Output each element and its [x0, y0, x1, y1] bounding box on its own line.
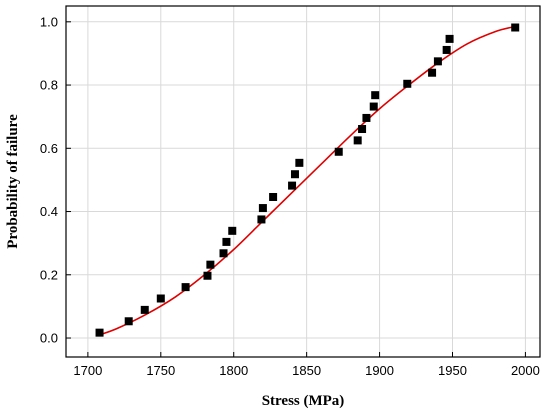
- x-tick-labels: 1700 1750 1800 1850 1900 1950 2000: [73, 363, 539, 378]
- y-tick-label: 0.8: [40, 78, 58, 93]
- data-point: [433, 57, 442, 66]
- data-point: [369, 102, 378, 111]
- data-point: [206, 260, 215, 269]
- data-point: [95, 328, 104, 337]
- data-point: [269, 192, 278, 201]
- x-tick-label: 1750: [146, 363, 175, 378]
- x-tick-label: 1900: [365, 363, 394, 378]
- data-point: [219, 249, 228, 258]
- plot-frame: [65, 5, 541, 358]
- x-tick-label: 1850: [292, 363, 321, 378]
- data-point: [334, 147, 343, 156]
- x-tick-label: 1700: [73, 363, 102, 378]
- y-tick-label: 0.4: [40, 204, 58, 219]
- data-point: [295, 158, 304, 167]
- y-tick-labels: 0.0 0.2 0.4 0.6 0.8 1.0: [40, 14, 58, 345]
- y-axis-title: Probability of failure: [5, 114, 21, 249]
- data-point: [353, 136, 362, 145]
- data-point: [358, 125, 367, 134]
- y-tick-label: 1.0: [40, 14, 58, 29]
- data-points-layer: [95, 23, 520, 337]
- x-tick-label: 1950: [438, 363, 467, 378]
- fit-curve: [99, 25, 516, 336]
- data-point: [428, 68, 437, 77]
- data-point: [371, 91, 380, 100]
- data-point: [140, 305, 149, 314]
- data-point: [362, 113, 371, 122]
- data-point: [181, 283, 190, 292]
- data-point: [203, 271, 212, 280]
- x-tick-label: 1800: [219, 363, 248, 378]
- data-point: [258, 204, 267, 213]
- data-point: [156, 294, 165, 303]
- data-point: [222, 237, 231, 246]
- data-point: [445, 34, 454, 43]
- data-point: [257, 215, 266, 224]
- x-tick-label: 2000: [511, 363, 540, 378]
- axis-ticks: [66, 21, 526, 357]
- y-tick-label: 0.2: [40, 267, 58, 282]
- data-point: [288, 181, 297, 190]
- data-point: [511, 23, 520, 32]
- data-point: [290, 170, 299, 179]
- fit-curve-layer: [99, 25, 516, 336]
- data-point: [228, 226, 237, 235]
- y-tick-label: 0.0: [40, 331, 58, 346]
- grid-lines: [66, 6, 540, 357]
- data-point: [124, 317, 133, 326]
- plot-border: [65, 5, 541, 358]
- x-axis-title: Stress (MPa): [262, 393, 345, 409]
- y-tick-label: 0.6: [40, 141, 58, 156]
- data-point: [442, 45, 451, 54]
- data-point: [403, 79, 412, 88]
